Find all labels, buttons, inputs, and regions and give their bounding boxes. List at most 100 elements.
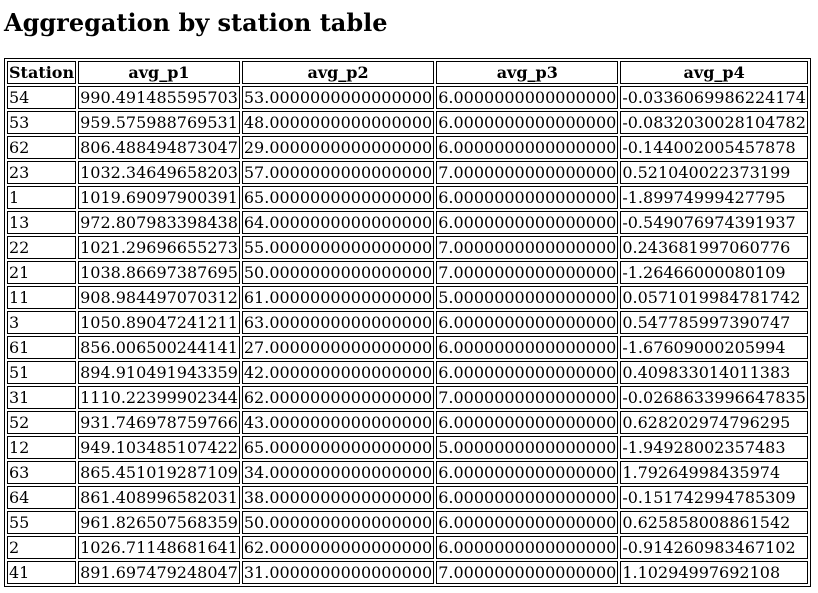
table-cell-avg-p3: 6.0000000000000000 [436, 536, 619, 559]
table-cell-avg-p1: 1026.71148681641 [78, 536, 240, 559]
table-cell-avg-p4: -1.67609000205994 [620, 336, 808, 359]
column-header-station: Station [7, 61, 77, 84]
table-cell-avg-p1: 990.491485595703 [78, 86, 240, 109]
table-cell-avg-p2: 42.0000000000000000 [241, 361, 435, 384]
table-cell-avg-p4: 0.547785997390747 [620, 311, 808, 334]
table-cell-avg-p3: 7.0000000000000000 [436, 236, 619, 259]
table-cell-avg-p1: 865.451019287109 [78, 461, 240, 484]
table-row: 51 894.910491943359 42.0000000000000000 6.0… [7, 361, 808, 384]
table-row: 53 959.575988769531 48.0000000000000000 6.0… [7, 111, 808, 134]
table-cell-avg-p3: 6.0000000000000000 [436, 461, 619, 484]
table-cell-avg-p3: 6.0000000000000000 [436, 186, 619, 209]
table-cell-avg-p1: 1038.86697387695 [78, 261, 240, 284]
table-cell-avg-p3: 6.0000000000000000 [436, 336, 619, 359]
table-row: 21 1038.86697387695 50.0000000000000000 7.0… [7, 261, 808, 284]
table-row: 1 1019.69097900391 65.0000000000000000 6.00… [7, 186, 808, 209]
table-cell-station: 61 [7, 336, 77, 359]
table-row: 11 908.984497070312 61.0000000000000000 5.0… [7, 286, 808, 309]
table-cell-avg-p4: -0.0268633996647835 [620, 386, 808, 409]
table-row: 62 806.488494873047 29.0000000000000000 6.0… [7, 136, 808, 159]
column-header-avg-p3: avg_p3 [436, 61, 619, 84]
table-cell-avg-p4: 1.10294997692108 [620, 561, 808, 584]
table-cell-station: 23 [7, 161, 77, 184]
table-cell-station: 2 [7, 536, 77, 559]
table-cell-avg-p2: 34.0000000000000000 [241, 461, 435, 484]
table-cell-station: 13 [7, 211, 77, 234]
table-cell-avg-p2: 53.0000000000000000 [241, 86, 435, 109]
table-cell-avg-p1: 861.408996582031 [78, 486, 240, 509]
table-row: 41 891.697479248047 31.0000000000000000 7.0… [7, 561, 808, 584]
table-cell-avg-p3: 6.0000000000000000 [436, 411, 619, 434]
column-header-avg-p4: avg_p4 [620, 61, 808, 84]
table-cell-avg-p3: 7.0000000000000000 [436, 386, 619, 409]
table-cell-avg-p1: 908.984497070312 [78, 286, 240, 309]
table-cell-avg-p2: 65.0000000000000000 [241, 186, 435, 209]
table-cell-avg-p4: 0.625858008861542 [620, 511, 808, 534]
table-cell-station: 52 [7, 411, 77, 434]
table-cell-avg-p1: 806.488494873047 [78, 136, 240, 159]
table-cell-avg-p1: 856.006500244141 [78, 336, 240, 359]
table-cell-avg-p3: 7.0000000000000000 [436, 561, 619, 584]
table-cell-avg-p1: 1019.69097900391 [78, 186, 240, 209]
table-cell-avg-p2: 55.0000000000000000 [241, 236, 435, 259]
table-cell-avg-p4: 1.79264998435974 [620, 461, 808, 484]
table-cell-station: 62 [7, 136, 77, 159]
table-cell-avg-p3: 6.0000000000000000 [436, 111, 619, 134]
table-cell-avg-p1: 894.910491943359 [78, 361, 240, 384]
table-cell-station: 31 [7, 386, 77, 409]
table-cell-avg-p2: 38.0000000000000000 [241, 486, 435, 509]
table-cell-avg-p3: 7.0000000000000000 [436, 261, 619, 284]
column-header-avg-p1: avg_p1 [78, 61, 240, 84]
table-cell-station: 1 [7, 186, 77, 209]
table-cell-avg-p1: 1032.34649658203 [78, 161, 240, 184]
table-row: 52 931.746978759766 43.0000000000000000 6.0… [7, 411, 808, 434]
table-cell-avg-p2: 31.0000000000000000 [241, 561, 435, 584]
table-cell-avg-p4: -0.549076974391937 [620, 211, 808, 234]
table-cell-avg-p3: 6.0000000000000000 [436, 361, 619, 384]
table-cell-avg-p3: 5.0000000000000000 [436, 436, 619, 459]
table-cell-avg-p2: 48.0000000000000000 [241, 111, 435, 134]
table-cell-avg-p3: 5.0000000000000000 [436, 286, 619, 309]
aggregation-table: Station avg_p1 avg_p2 avg_p3 avg_p4 54 990.49… [4, 58, 811, 587]
table-cell-station: 55 [7, 511, 77, 534]
column-header-avg-p2: avg_p2 [241, 61, 435, 84]
table-cell-avg-p3: 6.0000000000000000 [436, 211, 619, 234]
table-row: 54 990.491485595703 53.0000000000000000 6.0… [7, 86, 808, 109]
table-row: 12 949.103485107422 65.0000000000000000 5.0… [7, 436, 808, 459]
table-cell-avg-p4: 0.521040022373199 [620, 161, 808, 184]
table-cell-avg-p1: 891.697479248047 [78, 561, 240, 584]
table-cell-avg-p3: 6.0000000000000000 [436, 511, 619, 534]
table-cell-avg-p2: 50.0000000000000000 [241, 261, 435, 284]
table-cell-avg-p3: 6.0000000000000000 [436, 86, 619, 109]
table-cell-station: 63 [7, 461, 77, 484]
table-row: 55 961.826507568359 50.0000000000000000 6.0… [7, 511, 808, 534]
table-cell-avg-p4: -0.144002005457878 [620, 136, 808, 159]
table-cell-avg-p2: 62.0000000000000000 [241, 536, 435, 559]
table-cell-avg-p2: 62.0000000000000000 [241, 386, 435, 409]
page-title: Aggregation by station table [4, 8, 388, 37]
table-cell-avg-p1: 972.807983398438 [78, 211, 240, 234]
table-cell-station: 12 [7, 436, 77, 459]
table-cell-avg-p1: 931.746978759766 [78, 411, 240, 434]
table-cell-avg-p4: -0.0832030028104782 [620, 111, 808, 134]
table-row: 23 1032.34649658203 57.0000000000000000 7.0… [7, 161, 808, 184]
table-row: 31 1110.22399902344 62.0000000000000000 7.0… [7, 386, 808, 409]
table-row: 3 1050.89047241211 63.0000000000000000 6.00… [7, 311, 808, 334]
table-row: 2 1026.71148681641 62.0000000000000000 6.00… [7, 536, 808, 559]
table-cell-station: 3 [7, 311, 77, 334]
table-cell-avg-p3: 6.0000000000000000 [436, 486, 619, 509]
table-cell-avg-p3: 7.0000000000000000 [436, 161, 619, 184]
table-cell-avg-p2: 63.0000000000000000 [241, 311, 435, 334]
table-cell-avg-p4: 0.243681997060776 [620, 236, 808, 259]
table-cell-avg-p1: 949.103485107422 [78, 436, 240, 459]
table-cell-avg-p1: 961.826507568359 [78, 511, 240, 534]
table-cell-avg-p2: 50.0000000000000000 [241, 511, 435, 534]
table-cell-avg-p2: 65.0000000000000000 [241, 436, 435, 459]
table-cell-avg-p2: 27.0000000000000000 [241, 336, 435, 359]
table-cell-avg-p3: 6.0000000000000000 [436, 311, 619, 334]
table-cell-avg-p4: -0.0336069986224174 [620, 86, 808, 109]
table-cell-station: 54 [7, 86, 77, 109]
table-cell-station: 64 [7, 486, 77, 509]
table-cell-avg-p2: 61.0000000000000000 [241, 286, 435, 309]
table-cell-avg-p1: 1110.22399902344 [78, 386, 240, 409]
